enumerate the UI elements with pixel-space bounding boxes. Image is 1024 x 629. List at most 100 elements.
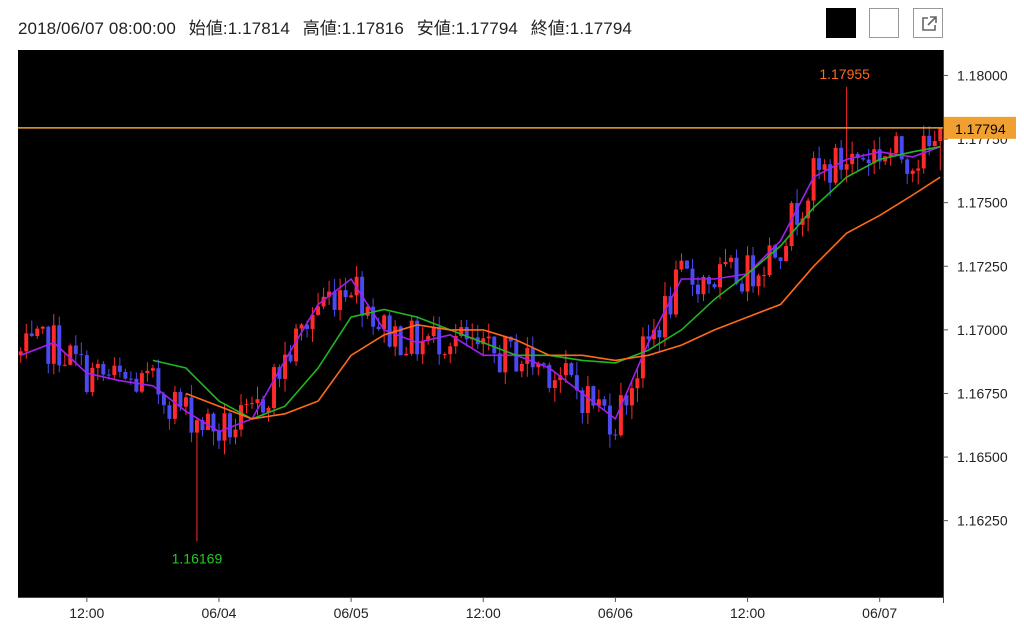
candle-body <box>756 275 761 287</box>
candle-body <box>250 403 254 405</box>
current-price-tag <box>944 116 1016 139</box>
candle-body <box>18 351 23 356</box>
candle-body <box>646 336 651 340</box>
candle-body <box>338 290 343 310</box>
candle-body <box>327 291 332 297</box>
candle-body <box>239 405 243 430</box>
low-price-label: 1.16169 <box>172 550 223 566</box>
candle-body <box>740 283 745 292</box>
candle-body <box>574 375 579 391</box>
candle-body <box>349 295 354 298</box>
y-tick-label: 1.16500 <box>957 449 1008 465</box>
candle-body <box>200 420 205 431</box>
candle-body <box>690 268 695 285</box>
candle-body <box>321 296 326 307</box>
candle-body <box>261 399 265 413</box>
candle-body <box>222 413 227 441</box>
candle-body <box>795 203 800 225</box>
candle-body <box>569 363 574 376</box>
candle-body <box>139 373 144 392</box>
ohlc-readout: 2018/06/07 08:00:00 始値:1.17814 高値:1.1781… <box>18 14 640 39</box>
candle-body <box>464 327 469 340</box>
candle-body <box>216 431 221 441</box>
x-tick-label: 12:00 <box>730 605 765 621</box>
moving-average-line-3 <box>185 176 941 420</box>
y-tick-label: 1.16750 <box>957 385 1008 401</box>
candle-body <box>371 306 376 327</box>
candle-body <box>888 153 893 157</box>
y-tick-label: 1.18000 <box>957 67 1008 83</box>
candle-body <box>437 326 442 355</box>
current-price-label: 1.17794 <box>955 121 1006 137</box>
candle-body <box>811 158 816 201</box>
light-theme-button[interactable] <box>869 8 899 38</box>
candle-body <box>684 260 689 269</box>
candle-body <box>288 354 293 362</box>
candle-body <box>591 386 596 406</box>
candle-body <box>668 296 673 315</box>
candle-body <box>316 306 321 315</box>
candle-body <box>635 378 640 389</box>
candle-body <box>541 363 546 365</box>
candle-body <box>624 395 629 406</box>
candle-body <box>866 159 871 164</box>
candle-body <box>134 378 139 392</box>
x-tick-label: 12:00 <box>69 605 104 621</box>
candle-body <box>145 370 150 374</box>
candle-body <box>855 153 860 159</box>
candle-body <box>536 363 541 368</box>
candle-body <box>651 330 656 340</box>
candle-body <box>426 336 431 341</box>
candle-body <box>459 327 464 337</box>
candle-body <box>101 363 106 375</box>
dark-theme-button[interactable] <box>826 8 856 38</box>
chart-header: 2018/06/07 08:00:00 始値:1.17814 高値:1.1781… <box>0 0 1024 50</box>
candle-body <box>73 345 78 355</box>
candle-body <box>558 375 563 381</box>
candle-body <box>850 153 855 165</box>
candle-body <box>894 136 899 154</box>
candle-body <box>916 168 921 171</box>
y-tick-label: 1.16250 <box>957 513 1008 529</box>
popout-button[interactable] <box>913 8 943 38</box>
candle-body <box>844 164 849 170</box>
candle-body <box>244 404 249 406</box>
candle-body <box>431 326 436 337</box>
candle-body <box>877 149 882 162</box>
candle-body <box>161 394 166 406</box>
candle-body <box>123 371 128 379</box>
candle-body <box>167 405 172 419</box>
candle-body <box>585 386 590 413</box>
candle-body <box>404 353 409 356</box>
candle-body <box>729 257 734 262</box>
candle-body <box>629 388 634 406</box>
candle-body <box>442 354 447 356</box>
candle-body <box>106 374 111 376</box>
candle-body <box>607 405 612 435</box>
candle-body <box>734 257 739 284</box>
candle-body <box>707 277 711 285</box>
candle-body <box>640 336 645 379</box>
candle-body <box>662 296 667 338</box>
candle-body <box>420 340 425 355</box>
x-tick-label: 06/05 <box>334 605 369 621</box>
candle-body <box>806 200 811 219</box>
candle-body <box>68 345 73 365</box>
candle-body <box>910 170 915 174</box>
candle-body <box>272 367 277 408</box>
candle-body <box>35 328 40 337</box>
candle-body <box>828 164 833 183</box>
candle-body <box>194 420 199 433</box>
candle-body <box>861 158 866 160</box>
candle-body <box>211 413 216 432</box>
candle-body <box>453 336 458 347</box>
candle-body <box>29 333 34 337</box>
candle-body <box>178 391 183 407</box>
candle-body <box>762 275 767 277</box>
candle-body <box>547 364 552 388</box>
candle-body <box>409 320 414 354</box>
candle-body <box>294 328 299 362</box>
candle-body <box>51 325 56 364</box>
candle-body <box>596 399 601 406</box>
